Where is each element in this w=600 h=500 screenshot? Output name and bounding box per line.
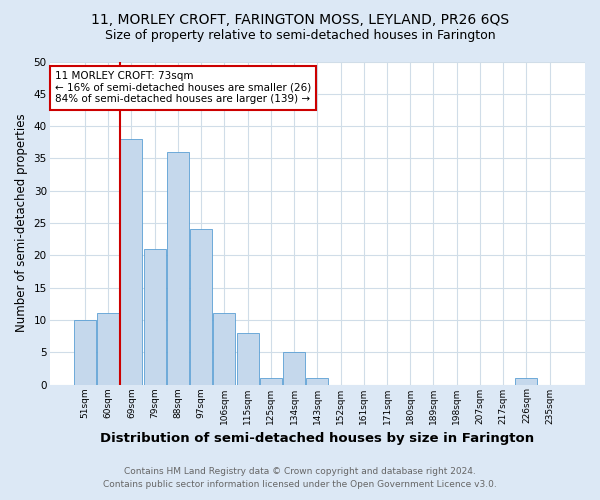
Bar [97,314,119,384]
Bar [190,230,212,384]
Bar [306,378,328,384]
Bar [74,320,96,384]
Bar [121,139,142,384]
Text: Size of property relative to semi-detached houses in Farington: Size of property relative to semi-detach… [104,29,496,42]
Bar [515,378,538,384]
Bar [214,314,235,384]
Bar [283,352,305,384]
Bar [143,249,166,384]
Bar [167,152,189,384]
Text: Contains HM Land Registry data © Crown copyright and database right 2024.
Contai: Contains HM Land Registry data © Crown c… [103,467,497,489]
Text: 11 MORLEY CROFT: 73sqm
← 16% of semi-detached houses are smaller (26)
84% of sem: 11 MORLEY CROFT: 73sqm ← 16% of semi-det… [55,71,311,104]
Text: 11, MORLEY CROFT, FARINGTON MOSS, LEYLAND, PR26 6QS: 11, MORLEY CROFT, FARINGTON MOSS, LEYLAN… [91,12,509,26]
Bar [236,333,259,384]
Y-axis label: Number of semi-detached properties: Number of semi-detached properties [15,114,28,332]
X-axis label: Distribution of semi-detached houses by size in Farington: Distribution of semi-detached houses by … [100,432,535,445]
Bar [260,378,282,384]
